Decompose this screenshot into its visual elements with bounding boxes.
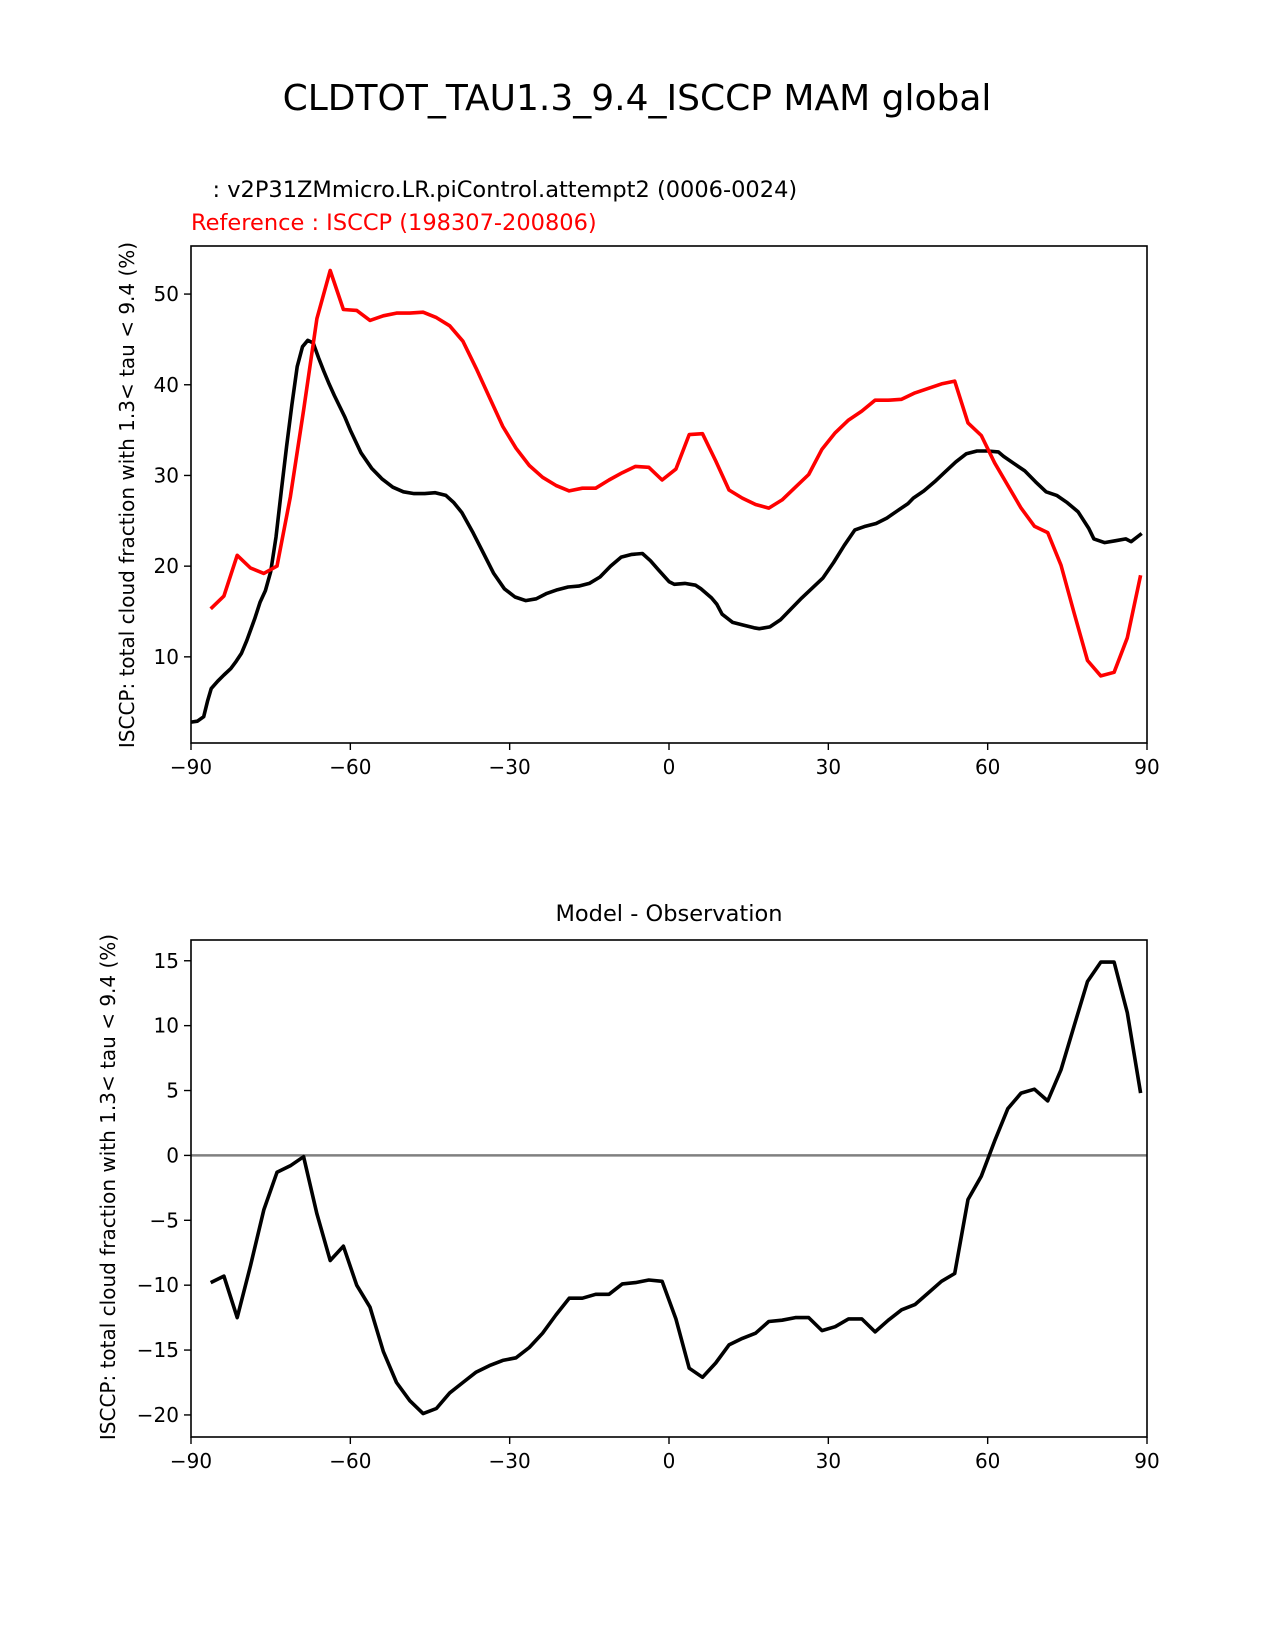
bottom-y-tick-label: 5 [166,1079,179,1103]
bottom-panel-title: Model - Observation [556,901,783,927]
bottom-plot-frame [190,939,1148,1438]
top-reference-line [209,268,1143,678]
bottom-y-tick-label: 10 [154,1014,179,1038]
figure-title: CLDTOT_TAU1.3_9.4_ISCCP MAM global [283,78,992,119]
top-y-tick-label: 10 [154,645,179,669]
top-y-axis-label-group: ISCCP: total cloud fraction with 1.3< ta… [115,242,139,748]
bottom-x-tick-label: 30 [816,1449,841,1473]
top-y-tick-label: 50 [154,282,179,306]
bottom-panel: Model - Observation ISCCP: total cloud f… [96,901,1160,1473]
top-x-tick-label: 90 [1134,755,1159,779]
reference-label: Reference : ISCCP (198307-200806) [191,210,597,236]
model-label: : v2P31ZMmicro.LR.piControl.attempt2 (00… [191,177,797,203]
top-model-line [190,338,1143,724]
bottom-x-tick-label: −90 [170,1449,212,1473]
top-x-tick-label: −60 [329,755,371,779]
bottom-x-tick-label: 90 [1134,1449,1159,1473]
bottom-x-tick-label: 0 [663,1449,676,1473]
top-panel: : v2P31ZMmicro.LR.piControl.attempt2 (00… [115,177,1160,779]
top-x-tick-label: −30 [489,755,531,779]
top-x-tick-label: 60 [975,755,1000,779]
top-x-tick-label: 30 [816,755,841,779]
bottom-y-tick-label: −20 [137,1403,179,1427]
bottom-y-axis-label: ISCCP: total cloud fraction with 1.3< ta… [96,934,120,1440]
top-y-axis-label: ISCCP: total cloud fraction with 1.3< ta… [115,242,139,748]
bottom-y-tick-label: −10 [137,1273,179,1297]
bottom-y-tick-label: 0 [166,1143,179,1167]
top-plot-frame [190,245,1148,744]
bottom-y-tick-label: 15 [154,949,179,973]
bottom-y-tick-label: −5 [150,1208,179,1232]
bottom-x-tick-label: −60 [329,1449,371,1473]
bottom-difference-line [209,960,1143,1416]
top-y-tick-label: 20 [154,554,179,578]
bottom-plot-area: −90 −60 −30 0 30 60 90 −20 −15 −10 −5 0 5 10 15 [137,939,1160,1473]
bottom-x-tick-label: 60 [975,1449,1000,1473]
top-y-tick-label: 30 [154,463,179,487]
bottom-y-tick-label: −15 [137,1338,179,1362]
top-x-tick-label: 0 [663,755,676,779]
bottom-x-tick-label: −30 [489,1449,531,1473]
top-x-tick-label: −90 [170,755,212,779]
top-plot-area: −90 −60 −30 0 30 60 90 10 20 30 40 50 [154,245,1160,779]
top-y-tick-label: 40 [154,373,179,397]
